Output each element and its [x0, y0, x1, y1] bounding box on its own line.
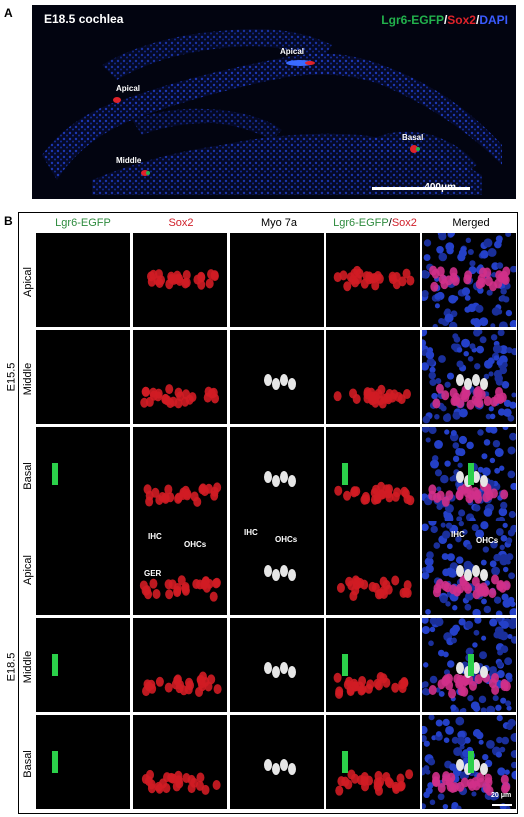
tile-r3-c4	[326, 427, 420, 521]
panel-a-legend: Lgr6-EGFP/Sox2/DAPI	[381, 13, 508, 27]
label-apical-right: Apical	[280, 47, 305, 56]
tile-r2-c2	[133, 330, 227, 424]
tile-r4-c3	[230, 521, 324, 615]
row-label-1: Apical	[21, 235, 35, 329]
col4-lgr6: Lgr6-EGFP	[333, 217, 389, 229]
tile-r6-c4	[326, 715, 420, 809]
panel-a-letter: A	[4, 6, 13, 20]
tile-r5-c3	[230, 618, 324, 712]
col-header-sox2: Sox2	[168, 217, 194, 229]
tile-r4-c1	[36, 521, 130, 615]
label-apical-left: Apical	[116, 84, 141, 93]
tile-r5-c2	[133, 618, 227, 712]
cochlea-overview-image: E18.5 cochlea Lgr6-EGFP/Sox2/DAPI Apical…	[32, 5, 516, 199]
tile-r2-c3	[230, 330, 324, 424]
panel-a-title: E18.5 cochlea	[44, 12, 124, 26]
group-label-e185: E18.5	[4, 523, 18, 811]
row-text-5: Middle	[22, 650, 34, 684]
panel-a-scale-label: 400μm	[424, 182, 456, 193]
panel-b-grid: Lgr6-EGFP Sox2 Myo 7a Lgr6-EGFP/Sox2 Mer…	[5, 212, 518, 814]
legend-sox2: Sox2	[447, 13, 476, 27]
ann-ohcs-merged: OHCs	[476, 536, 499, 545]
col-header-merged: Merged	[452, 217, 490, 229]
tile-r4-c2	[133, 521, 227, 615]
row-text-3: Basal	[22, 462, 34, 490]
group-text-e185: E18.5	[5, 652, 17, 682]
group-text-e155: E15.5	[5, 362, 17, 392]
col-header-lgr6: Lgr6-EGFP	[55, 217, 111, 229]
col-header-lgr6-sox2: Lgr6-EGFP/Sox2	[327, 217, 423, 229]
panel-b-scale-label: 20 μm	[491, 792, 512, 799]
tile-r3-c5	[422, 427, 516, 521]
row-text-4: Apical	[22, 555, 34, 585]
tile-r2-c4	[326, 330, 420, 424]
tile-r5-c4	[326, 618, 420, 712]
col4-sep: /	[388, 217, 392, 229]
label-basal: Basal	[402, 133, 424, 142]
tile-r2-c1	[36, 330, 130, 424]
tile-r4-c4	[326, 521, 420, 615]
row-label-6: Basal	[21, 717, 35, 811]
tile-r6-c2	[133, 715, 227, 809]
label-middle: Middle	[116, 156, 142, 165]
tile-r5-c5	[422, 618, 516, 712]
tile-r6-c3	[230, 715, 324, 809]
ann-ihc-sox2: IHC	[148, 532, 162, 541]
row-label-4: Apical	[21, 523, 35, 617]
ann-ihc-myo7a: IHC	[244, 528, 258, 537]
tile-r1-c5	[422, 233, 516, 327]
ann-ger-sox2: GER	[144, 569, 162, 578]
tile-r1-c1	[36, 233, 130, 327]
row-text-6: Basal	[22, 750, 34, 778]
group-label-e155: E15.5	[4, 233, 18, 521]
tile-r1-c3	[230, 233, 324, 327]
tile-r2-c5	[422, 330, 516, 424]
cochlea-micrograph	[42, 29, 502, 195]
tile-r1-c2	[133, 233, 227, 327]
legend-lgr6: Lgr6-EGFP	[381, 13, 444, 27]
tile-r3-c3	[230, 427, 324, 521]
row-label-3: Basal	[21, 429, 35, 523]
legend-sep-2: /	[475, 13, 480, 27]
tile-r1-c4	[326, 233, 420, 327]
ann-ohcs-sox2: OHCs	[184, 540, 207, 549]
tile-r5-c1	[36, 618, 130, 712]
row-label-2: Middle	[21, 332, 35, 426]
row-text-1: Apical	[22, 267, 34, 297]
ann-ohcs-myo7a: OHCs	[275, 535, 298, 544]
legend-sep-1: /	[443, 13, 448, 27]
ann-ihc-merged: IHC	[451, 530, 465, 539]
tile-r3-c2	[133, 427, 227, 521]
col4-sox2: Sox2	[391, 217, 417, 229]
tile-r3-c1	[36, 427, 130, 521]
tile-r6-c1	[36, 715, 130, 809]
row-text-2: Middle	[22, 362, 34, 396]
legend-dapi: DAPI	[479, 13, 508, 27]
col-header-myo7a: Myo 7a	[260, 217, 298, 229]
tile-r4-c5	[422, 521, 516, 615]
row-label-5: Middle	[21, 620, 35, 714]
panel-b-letter: B	[4, 214, 13, 228]
tile-r6-c5	[422, 715, 516, 809]
panel-b-scale-bar	[492, 804, 512, 806]
